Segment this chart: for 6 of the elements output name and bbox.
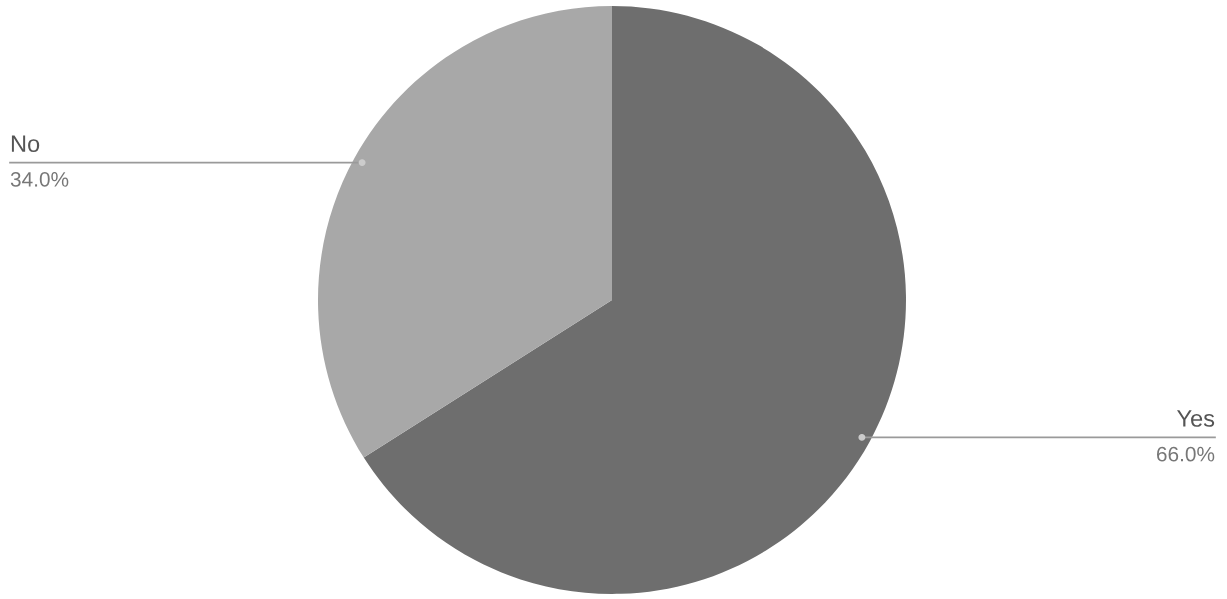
- slice-label: No: [11, 135, 40, 153]
- slice-label: Yes: [1176, 410, 1215, 427]
- pie-slice: [318, 6, 612, 458]
- data-label: 34.0%: [10, 171, 69, 187]
- pie-slice: [363, 6, 906, 594]
- data-label: 66.0%: [1156, 446, 1215, 462]
